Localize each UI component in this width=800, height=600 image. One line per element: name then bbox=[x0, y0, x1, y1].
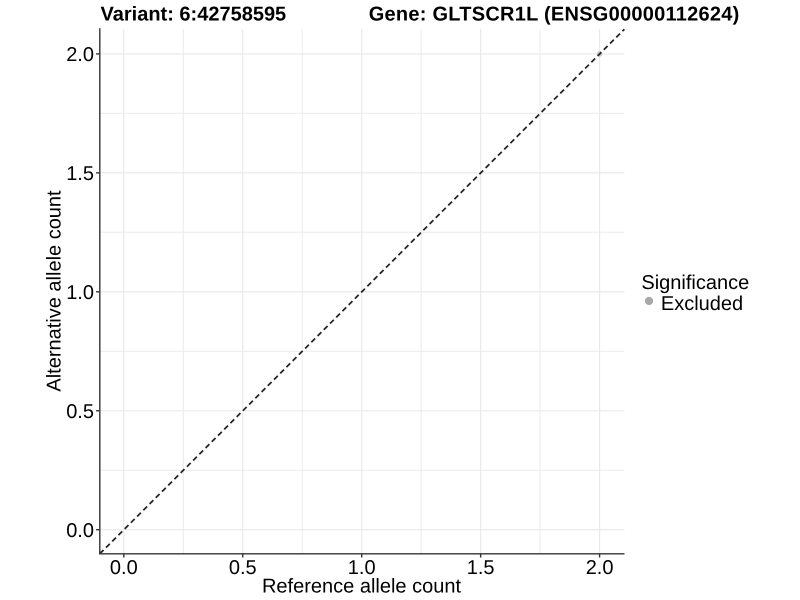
svg-text:0.0: 0.0 bbox=[110, 557, 138, 579]
svg-text:Variant: 6:42758595: Variant: 6:42758595 bbox=[101, 4, 287, 26]
svg-text:1.0: 1.0 bbox=[348, 557, 376, 579]
svg-text:2.0: 2.0 bbox=[586, 557, 614, 579]
svg-text:0.5: 0.5 bbox=[229, 557, 257, 579]
svg-text:0.0: 0.0 bbox=[66, 520, 94, 542]
svg-text:Excluded: Excluded bbox=[661, 293, 743, 315]
svg-text:Significance: Significance bbox=[641, 272, 749, 294]
svg-text:Reference allele count: Reference allele count bbox=[262, 576, 461, 598]
svg-text:2.0: 2.0 bbox=[66, 44, 94, 66]
svg-text:0.5: 0.5 bbox=[66, 401, 94, 423]
svg-text:Gene: GLTSCR1L (ENSG0000011262: Gene: GLTSCR1L (ENSG00000112624) bbox=[369, 4, 740, 26]
svg-text:1.5: 1.5 bbox=[66, 163, 94, 185]
svg-text:1.0: 1.0 bbox=[66, 282, 94, 304]
svg-text:1.5: 1.5 bbox=[467, 557, 495, 579]
svg-text:Alternative allele count: Alternative allele count bbox=[44, 190, 66, 392]
